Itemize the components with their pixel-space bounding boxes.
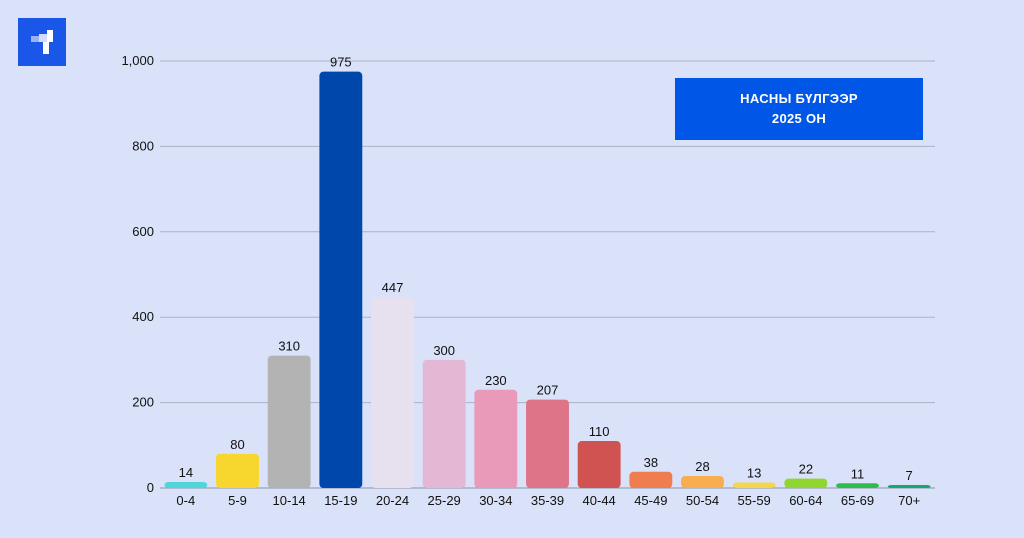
bar-40-44 xyxy=(577,441,621,488)
x-tick-label: 70+ xyxy=(898,493,920,508)
x-tick-label: 30-34 xyxy=(479,493,512,508)
bar-55-59 xyxy=(732,482,776,488)
y-tick-label: 400 xyxy=(132,309,154,324)
y-tick-label: 1,000 xyxy=(121,53,154,68)
data-label: 13 xyxy=(747,465,761,480)
data-label: 28 xyxy=(695,459,709,474)
data-label: 447 xyxy=(382,280,404,295)
bar-50-54 xyxy=(681,476,724,488)
bar-60-64 xyxy=(784,478,828,488)
data-label: 300 xyxy=(433,343,455,358)
data-label: 230 xyxy=(485,373,507,388)
data-label: 7 xyxy=(906,468,913,483)
bar-5-9 xyxy=(216,453,259,488)
x-axis-ticks: 0-4 5-9 10-14 15-19 20-24 25-29 30-34 35-39 40-4… xyxy=(176,493,920,508)
data-label: 14 xyxy=(179,465,193,480)
data-label: 11 xyxy=(851,466,865,481)
y-tick-label: 800 xyxy=(132,138,154,153)
chart-title-line-2: 2025 ОН xyxy=(771,111,827,126)
x-tick-label: 0-4 xyxy=(176,493,195,508)
data-label: 110 xyxy=(589,424,610,439)
chart-title-line-1: НАСНЫ БҮЛГЭЭР xyxy=(740,91,858,106)
x-tick-label: 40-44 xyxy=(583,493,616,508)
x-tick-label: 55-59 xyxy=(738,493,771,508)
brand-logo xyxy=(18,18,66,66)
y-tick-label: 600 xyxy=(132,224,154,239)
bar-25-29 xyxy=(422,359,466,488)
bar-35-39 xyxy=(526,399,569,488)
bar-70+ xyxy=(887,485,931,488)
brand-logo-icon xyxy=(31,30,53,54)
data-label: 80 xyxy=(230,437,244,452)
bar-0-4 xyxy=(164,482,208,488)
x-tick-label: 25-29 xyxy=(428,493,461,508)
data-label: 310 xyxy=(278,339,300,354)
x-tick-label: 20-24 xyxy=(376,493,409,508)
y-tick-label: 200 xyxy=(132,395,154,410)
bar-30-34 xyxy=(474,389,518,488)
x-tick-label: 65-69 xyxy=(841,493,874,508)
data-label: 22 xyxy=(799,462,813,477)
x-tick-label: 50-54 xyxy=(686,493,719,508)
bar-65-69 xyxy=(836,483,879,488)
chart-title-box: НАСНЫ БҮЛГЭЭР 2025 ОН xyxy=(675,78,923,140)
bar-20-24 xyxy=(371,297,414,488)
x-tick-label: 45-49 xyxy=(634,493,667,508)
x-tick-label: 60-64 xyxy=(789,493,822,508)
y-tick-label: 0 xyxy=(147,480,154,495)
x-tick-label: 15-19 xyxy=(324,493,357,508)
data-label: 38 xyxy=(644,455,658,470)
x-tick-label: 35-39 xyxy=(531,493,564,508)
bar-15-19 xyxy=(319,71,363,489)
data-label: 207 xyxy=(537,383,559,398)
x-tick-label: 5-9 xyxy=(228,493,247,508)
bars xyxy=(164,71,931,489)
bar-45-49 xyxy=(629,471,673,488)
bar-10-14 xyxy=(267,355,311,488)
data-labels: 14 80 310 975 447 300 230 207 110 38 28 13 22 11 7 xyxy=(179,55,913,483)
x-tick-label: 10-14 xyxy=(273,493,306,508)
data-label: 975 xyxy=(330,55,352,70)
y-axis-ticks: 0 200 400 600 800 1,000 xyxy=(121,53,154,495)
